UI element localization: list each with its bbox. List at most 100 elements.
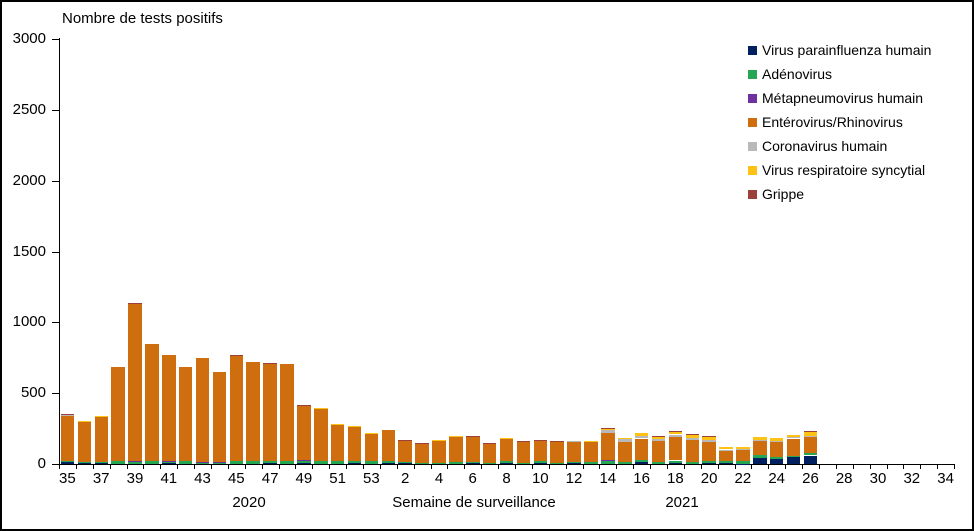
bar-segment <box>533 461 547 463</box>
bar-segment <box>769 456 784 459</box>
legend-label: Adénovirus <box>762 66 833 82</box>
bar-segment <box>533 439 547 441</box>
legend-swatch-icon <box>748 117 757 127</box>
bar-segment <box>482 442 497 444</box>
legend-swatch-icon <box>748 165 757 175</box>
bar-segment <box>601 430 615 434</box>
x-tick-label: 45 <box>227 470 245 487</box>
x-axis-line <box>59 464 955 465</box>
y-tick-label: 1000 <box>12 313 46 331</box>
y-tick <box>52 464 59 465</box>
bar-segment <box>381 460 395 463</box>
x-tick-label: 6 <box>468 470 477 487</box>
x-tick <box>261 464 263 469</box>
bar-segment <box>128 461 142 463</box>
x-tick <box>464 464 466 469</box>
bar-segment <box>449 461 463 464</box>
bar-segment <box>533 462 547 464</box>
bar-segment <box>347 425 362 427</box>
bar-segment <box>803 455 818 464</box>
bar-segment <box>769 440 784 442</box>
x-tick-label: 26 <box>802 470 819 487</box>
x-tick <box>278 464 280 469</box>
bar-segment <box>466 435 480 437</box>
bar-segment <box>128 462 142 464</box>
bar-segment <box>786 434 801 438</box>
bar-segment <box>786 457 801 464</box>
x-tick-label: 8 <box>502 470 511 487</box>
bar-segment <box>618 439 632 442</box>
x-tick <box>498 464 500 469</box>
bar-segment <box>381 462 395 464</box>
bar-segment <box>364 433 379 435</box>
bar-segment <box>634 433 649 436</box>
bar-segment <box>229 460 244 464</box>
x-tick-label: 43 <box>194 470 211 487</box>
y-tick-label: 2000 <box>12 171 46 189</box>
bar-segment <box>263 362 277 364</box>
legend-label: Virus respiratoire syncytial <box>762 162 926 178</box>
bar-segment <box>719 462 733 464</box>
bar-segment <box>769 441 784 457</box>
x-tick <box>346 464 348 469</box>
legend-item: Adénovirus <box>748 62 931 86</box>
bar-segment <box>651 435 666 437</box>
y-tick-label: 1500 <box>12 242 46 260</box>
x-tick <box>633 464 635 469</box>
bar-segment <box>567 441 581 463</box>
x-tick <box>160 464 162 469</box>
bar-segment <box>77 462 92 464</box>
bar-segment <box>415 444 429 464</box>
bar-segment <box>685 434 699 438</box>
x-tick-label: 16 <box>633 470 650 487</box>
x-tick <box>312 464 314 469</box>
bar-segment <box>550 441 564 443</box>
bar-segment <box>364 460 379 464</box>
x-tick <box>92 464 94 469</box>
x-tick-label: 37 <box>92 470 110 487</box>
bar-segment <box>263 363 277 461</box>
bar-segment <box>803 432 818 436</box>
bar-segment <box>415 463 429 465</box>
bar-segment <box>702 439 716 442</box>
bar-segment <box>668 460 683 464</box>
bar-segment <box>769 458 784 464</box>
x-tick <box>886 464 888 469</box>
bar-segment <box>314 408 328 461</box>
x-tick <box>396 464 398 469</box>
bar-segment <box>736 448 750 450</box>
x-tick <box>329 464 331 469</box>
bar-segment <box>297 405 311 460</box>
bar-segment <box>668 436 683 461</box>
y-tick-label: 500 <box>20 384 46 402</box>
bar-segment <box>719 451 733 461</box>
x-tick-label: 51 <box>329 470 346 487</box>
bar-segment <box>246 460 260 464</box>
bar-segment <box>398 441 412 463</box>
bar-segment <box>634 435 649 439</box>
legend-item: Coronavirus humain <box>748 134 931 158</box>
x-tick-label: 32 <box>903 470 921 487</box>
bar-segment <box>702 461 716 464</box>
x-tick <box>666 464 668 469</box>
x-tick <box>126 464 128 469</box>
bar-segment <box>398 440 412 442</box>
bar-segment <box>634 460 649 462</box>
x-tick <box>717 464 719 469</box>
x-tick <box>177 464 179 469</box>
x-tick-label: 30 <box>869 470 887 487</box>
bar-segment <box>77 420 92 422</box>
bar-segment <box>685 434 699 436</box>
bar-segment <box>432 463 446 465</box>
legend-item: Virus parainfluenza humain <box>748 38 931 62</box>
legend-swatch-icon <box>748 69 757 79</box>
bar-segment <box>567 440 581 442</box>
bar-segment <box>634 461 649 464</box>
x-tick-label: 12 <box>565 470 583 487</box>
bar-segment <box>651 441 666 462</box>
legend-label: Entérovirus/Rhinovirus <box>762 114 903 130</box>
bar-segment <box>584 440 598 442</box>
bar-segment <box>533 440 547 462</box>
bar-segment <box>601 428 615 430</box>
x-tick-label: 53 <box>363 470 380 487</box>
